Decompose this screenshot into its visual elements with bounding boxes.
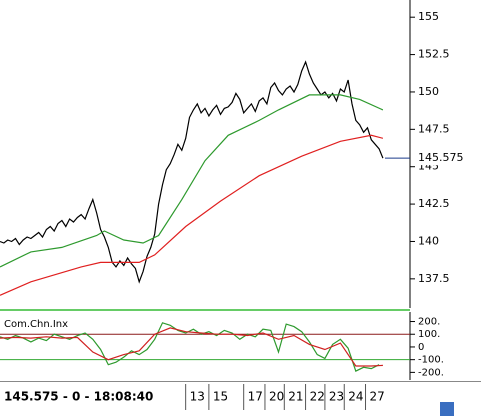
last-price-label: 145.575: [418, 151, 464, 164]
x-tick-label: 20: [269, 390, 284, 404]
y-tick-label: 200.: [418, 317, 440, 328]
status-text: 145.575 - 0 - 18:08:40: [4, 390, 153, 404]
y-tick-label: 155: [418, 10, 439, 23]
x-tick-label: 15: [213, 390, 228, 404]
x-tick-label: 23: [329, 390, 344, 404]
x-tick-label: 22: [310, 390, 325, 404]
indicator-title: Com.Chn.Inx: [4, 319, 68, 330]
y-tick-label: 140: [418, 234, 439, 247]
y-tick-label: 137.5: [418, 272, 450, 285]
series-line: [0, 327, 383, 367]
y-tick-label: 152.5: [418, 48, 450, 61]
series-line: [0, 94, 384, 268]
last-price-box: [414, 151, 468, 166]
series-line: [0, 134, 384, 296]
y-tick-label: -200.: [418, 367, 444, 378]
x-tick-label: 21: [288, 390, 303, 404]
series-line: [0, 322, 380, 372]
y-tick-label: 100.: [418, 329, 440, 340]
x-tick-label: 17: [248, 390, 263, 404]
icon: [440, 402, 454, 416]
y-tick-label: -100.: [418, 355, 444, 366]
series-line: [0, 60, 384, 284]
y-tick-label: 150: [418, 85, 439, 98]
x-tick-label: 13: [190, 390, 205, 404]
x-tick-label: 27: [370, 390, 385, 404]
y-tick-label: 147.5: [418, 122, 450, 135]
y-tick-label: 0: [418, 342, 424, 353]
y-tick-label: 142.5: [418, 197, 450, 210]
x-tick-label: 24: [348, 390, 363, 404]
